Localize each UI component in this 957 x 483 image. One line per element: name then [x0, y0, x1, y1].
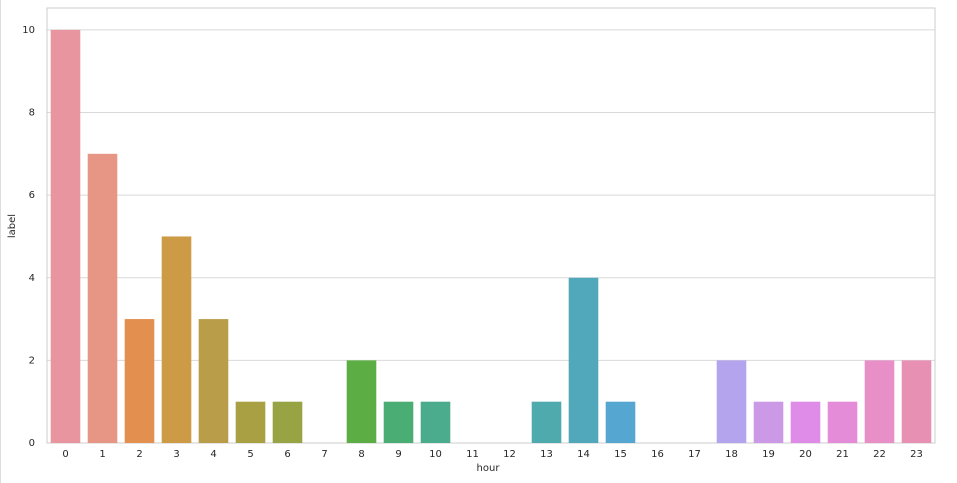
x-tick-label: 18: [725, 449, 738, 460]
bar: [568, 277, 599, 443]
x-tick-label: 7: [321, 449, 327, 460]
bar: [161, 236, 192, 443]
bar: [790, 401, 821, 443]
x-axis-label: hour: [477, 463, 501, 474]
x-tick-label: 9: [395, 449, 401, 460]
bar: [864, 360, 895, 443]
bar: [716, 360, 747, 443]
bar: [346, 360, 377, 443]
y-tick-label: 0: [29, 438, 35, 449]
bar: [198, 319, 229, 443]
bar: [50, 29, 81, 443]
x-tick-label: 20: [799, 449, 812, 460]
x-tick-label: 6: [284, 449, 290, 460]
bar: [235, 401, 266, 443]
x-tick-label: 12: [503, 449, 516, 460]
y-tick-label: 8: [29, 108, 35, 119]
x-tick-label: 4: [210, 449, 216, 460]
x-tick-label: 5: [247, 449, 253, 460]
x-tick-label: 17: [688, 449, 701, 460]
x-tick-label: 2: [136, 449, 142, 460]
y-tick-label: 2: [29, 355, 35, 366]
bar: [87, 153, 118, 443]
x-tick-label: 14: [577, 449, 590, 460]
x-tick-label: 19: [762, 449, 775, 460]
y-tick-label: 10: [22, 25, 35, 36]
x-tick-label: 10: [429, 449, 442, 460]
plot-frame: [46, 7, 936, 444]
bar: [272, 401, 303, 443]
x-tick-label: 16: [651, 449, 664, 460]
x-tick-label: 11: [466, 449, 479, 460]
bar: [827, 401, 858, 443]
x-tick-label: 13: [540, 449, 553, 460]
bar: [531, 401, 562, 443]
x-tick-label: 0: [62, 449, 68, 460]
bar: [124, 319, 155, 443]
y-tick-label: 6: [29, 190, 35, 201]
x-tick-label: 15: [614, 449, 627, 460]
x-tick-label: 1: [99, 449, 105, 460]
y-axis-label: label: [7, 214, 18, 238]
bar: [753, 401, 784, 443]
bar: [420, 401, 451, 443]
y-tick-label: 4: [29, 273, 35, 284]
x-tick-label: 3: [173, 449, 179, 460]
bar: [901, 360, 932, 443]
x-tick-label: 8: [358, 449, 364, 460]
bar: [383, 401, 414, 443]
x-tick-label: 23: [910, 449, 923, 460]
bar: [605, 401, 636, 443]
x-tick-label: 22: [873, 449, 886, 460]
x-tick-label: 21: [836, 449, 849, 460]
